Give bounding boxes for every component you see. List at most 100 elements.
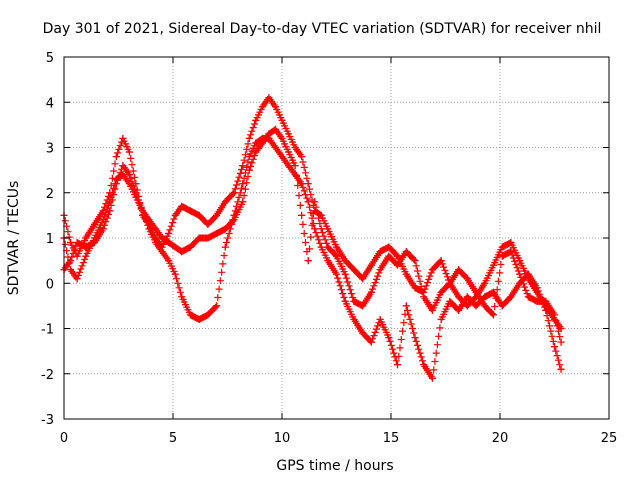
y-tick-label: 2 bbox=[46, 187, 54, 202]
data-point bbox=[178, 293, 186, 301]
x-tick-label: 20 bbox=[492, 431, 509, 446]
data-point bbox=[278, 116, 286, 124]
data-point bbox=[367, 338, 375, 346]
data-point bbox=[311, 225, 319, 233]
y-tick-label: -3 bbox=[41, 413, 54, 428]
data-point bbox=[350, 297, 358, 305]
data-point bbox=[271, 125, 279, 133]
data-point bbox=[498, 302, 506, 310]
data-point bbox=[402, 270, 410, 278]
data-point bbox=[385, 334, 393, 342]
data-point bbox=[145, 216, 153, 224]
data-point bbox=[376, 248, 384, 256]
data-point bbox=[258, 139, 266, 147]
data-point bbox=[106, 198, 114, 206]
data-point bbox=[195, 211, 203, 219]
data-point bbox=[165, 229, 173, 237]
data-point bbox=[557, 338, 565, 346]
data-point bbox=[481, 279, 489, 287]
data-point bbox=[437, 315, 445, 323]
data-point bbox=[498, 243, 506, 251]
data-point bbox=[291, 171, 299, 179]
data-point bbox=[230, 189, 238, 197]
grid bbox=[64, 57, 609, 419]
data-point bbox=[271, 103, 279, 111]
data-point bbox=[213, 211, 221, 219]
data-point bbox=[324, 225, 332, 233]
x-tick-label: 10 bbox=[274, 431, 291, 446]
data-point bbox=[298, 211, 306, 219]
data-point bbox=[186, 243, 194, 251]
data-point bbox=[507, 239, 515, 247]
data-point bbox=[67, 266, 75, 274]
x-tick-label: 0 bbox=[60, 431, 68, 446]
data-point bbox=[317, 225, 325, 233]
data-point bbox=[213, 302, 221, 310]
data-point bbox=[298, 180, 306, 188]
data-point bbox=[285, 148, 293, 156]
data-point bbox=[138, 207, 146, 215]
data-point bbox=[420, 293, 428, 301]
y-tick-label: 4 bbox=[46, 96, 54, 111]
data-point bbox=[463, 302, 471, 310]
data-point bbox=[213, 229, 221, 237]
data-point bbox=[285, 162, 293, 170]
data-point bbox=[481, 293, 489, 301]
data-point bbox=[341, 297, 349, 305]
data-point bbox=[304, 257, 312, 265]
data-point bbox=[516, 257, 524, 265]
data-point bbox=[324, 257, 332, 265]
axis-ticks: 0 5 10 15 20 25 -3 -2 -1 0 1 2 3 4 5 bbox=[41, 51, 617, 446]
data-point bbox=[145, 225, 153, 233]
y-axis-label: SDTVAR / TECUs bbox=[6, 181, 22, 296]
data-point bbox=[186, 311, 194, 319]
x-tick-label: 5 bbox=[169, 431, 177, 446]
data-point bbox=[285, 130, 293, 138]
data-point bbox=[542, 306, 550, 314]
data-point bbox=[291, 162, 299, 170]
x-axis-label: GPS time / hours bbox=[276, 458, 393, 474]
data-point bbox=[304, 198, 312, 206]
data-point bbox=[278, 153, 286, 161]
chart-title: Day 301 of 2021, Sidereal Day-to-day VTE… bbox=[43, 21, 602, 37]
data-point bbox=[411, 284, 419, 292]
data-point bbox=[472, 302, 480, 310]
data-point bbox=[428, 266, 436, 274]
data-point bbox=[245, 134, 253, 142]
data-point bbox=[265, 94, 273, 102]
data-point bbox=[125, 180, 133, 188]
y-tick-label: -2 bbox=[41, 368, 54, 383]
data-point bbox=[221, 198, 229, 206]
data-point bbox=[542, 297, 550, 305]
data-point bbox=[533, 297, 541, 305]
data-point bbox=[99, 225, 107, 233]
data-point bbox=[125, 171, 133, 179]
y-tick-label: 5 bbox=[46, 51, 54, 66]
data-point bbox=[557, 365, 565, 373]
data-point bbox=[171, 211, 179, 219]
data-point bbox=[350, 266, 358, 274]
data-point bbox=[195, 234, 203, 242]
data-point bbox=[304, 180, 312, 188]
data-point bbox=[507, 248, 515, 256]
data-point bbox=[221, 243, 229, 251]
data-point bbox=[524, 293, 532, 301]
data-point bbox=[165, 239, 173, 247]
data-point bbox=[394, 261, 402, 269]
data-point bbox=[178, 248, 186, 256]
data-point bbox=[204, 234, 212, 242]
data-point bbox=[437, 288, 445, 296]
data-point bbox=[472, 288, 480, 296]
data-point bbox=[73, 239, 81, 247]
data-point bbox=[341, 257, 349, 265]
data-point bbox=[82, 234, 90, 242]
data-point bbox=[204, 311, 212, 319]
data-point bbox=[367, 261, 375, 269]
data-point bbox=[359, 302, 367, 310]
data-point bbox=[428, 306, 436, 314]
data-point bbox=[245, 166, 253, 174]
data-point bbox=[533, 284, 541, 292]
data-point bbox=[119, 134, 127, 142]
data-point bbox=[498, 252, 506, 260]
